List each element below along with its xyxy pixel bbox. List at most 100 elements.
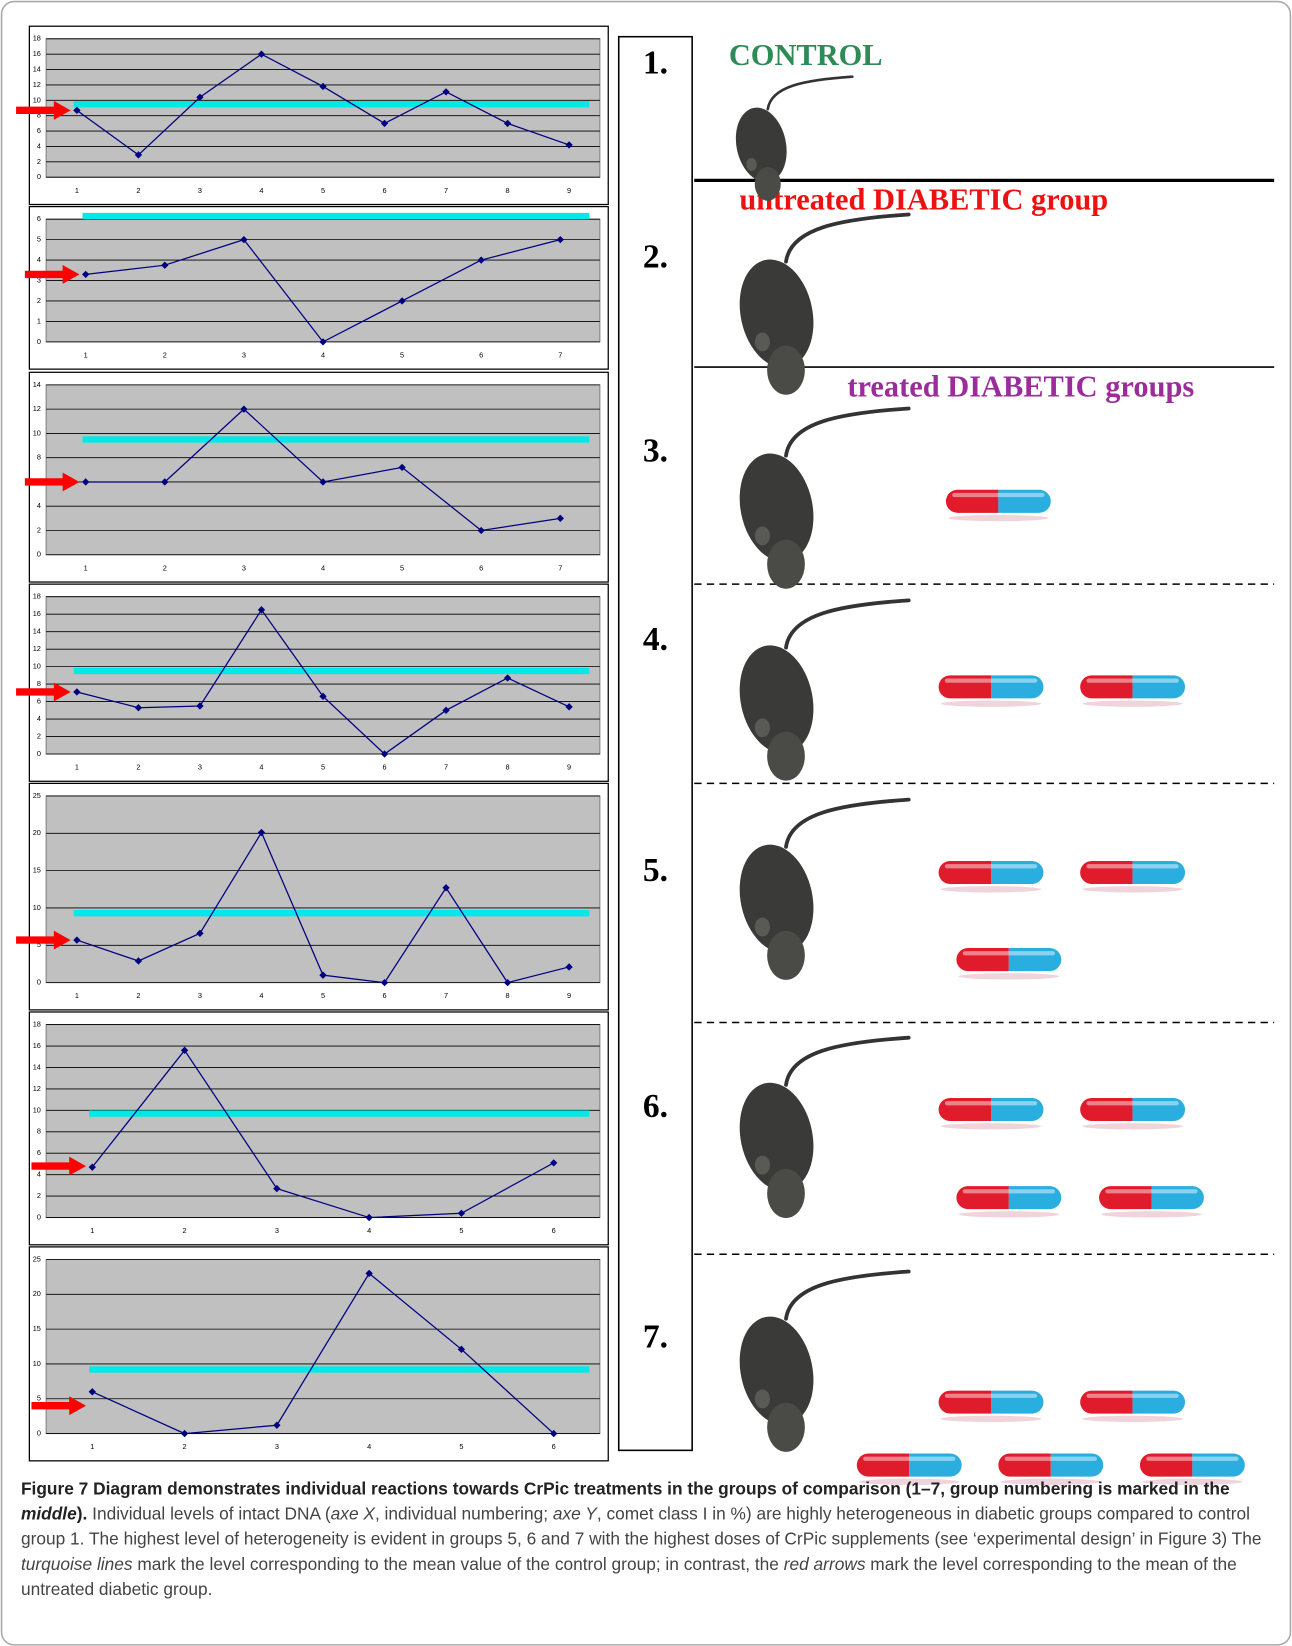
mouse-tail xyxy=(786,600,909,647)
y-tick-label: 0 xyxy=(37,978,41,987)
y-tick-label: 20 xyxy=(33,828,41,837)
y-tick-label: 0 xyxy=(37,1212,41,1221)
y-tick-label: 16 xyxy=(33,1041,41,1050)
pill-icon xyxy=(939,1098,1044,1129)
pill-icon xyxy=(1099,1186,1204,1217)
pill-icon xyxy=(956,948,1061,979)
x-tick-label: 4 xyxy=(367,1226,371,1235)
y-tick-label: 4 xyxy=(37,714,41,723)
pill-shadow xyxy=(948,515,1049,521)
mouse-ear xyxy=(755,1156,770,1175)
x-tick-label: 3 xyxy=(242,350,246,359)
pill-shine xyxy=(863,1457,955,1461)
y-tick-label: 10 xyxy=(33,95,41,104)
x-tick-label: 6 xyxy=(479,350,483,359)
y-tick-label: 12 xyxy=(33,80,41,89)
pill-icon xyxy=(939,1391,1044,1422)
caption-text: , individual numbering; xyxy=(375,1505,553,1524)
pill-shadow xyxy=(1082,701,1183,707)
x-tick-label: 1 xyxy=(75,186,79,195)
pill-shadow xyxy=(959,973,1060,979)
x-tick-label: 4 xyxy=(259,991,263,1000)
group-label: CONTROL xyxy=(729,38,883,72)
pill-shine xyxy=(1086,864,1178,868)
x-tick-label: 3 xyxy=(198,991,202,1000)
x-tick-label: 2 xyxy=(183,1442,187,1451)
mouse-head xyxy=(767,732,805,781)
plot-area xyxy=(46,39,600,177)
pill-shadow xyxy=(1082,1416,1183,1422)
pill-shine xyxy=(945,1101,1037,1105)
chart: 024681012141234567 xyxy=(25,372,608,582)
y-tick-label: 6 xyxy=(37,214,41,223)
y-tick-label: 14 xyxy=(33,380,41,389)
mouse-ear xyxy=(755,718,770,737)
y-tick-label: 2 xyxy=(37,525,41,534)
mouse-head xyxy=(767,931,805,980)
y-tick-label: 12 xyxy=(33,1084,41,1093)
group-label: untreated DIABETIC group xyxy=(739,183,1108,217)
y-tick-label: 12 xyxy=(33,404,41,413)
x-tick-label: 3 xyxy=(198,763,202,772)
mouse-ear xyxy=(755,332,770,351)
caption-text: red arrows xyxy=(784,1555,866,1574)
mouse-icon xyxy=(730,800,909,980)
mouse-ear xyxy=(755,1390,770,1409)
chart: 024681012141618123456 xyxy=(29,1012,608,1245)
y-tick-label: 14 xyxy=(33,65,41,74)
y-tick-label: 4 xyxy=(37,255,41,264)
pill-shine xyxy=(1105,1189,1197,1193)
y-tick-label: 20 xyxy=(33,1289,41,1298)
y-tick-label: 25 xyxy=(33,791,41,800)
x-tick-label: 7 xyxy=(444,186,448,195)
group-label: treated DIABETIC groups xyxy=(847,369,1194,403)
mouse-head xyxy=(767,1169,805,1218)
x-tick-label: 3 xyxy=(275,1226,279,1235)
x-tick-label: 3 xyxy=(198,186,202,195)
caption-text: axe Y xyxy=(553,1505,597,1524)
chart: 01234561234567 xyxy=(25,207,608,370)
y-tick-label: 8 xyxy=(37,453,41,462)
y-tick-label: 0 xyxy=(37,172,41,181)
y-tick-label: 6 xyxy=(37,697,41,706)
plot-area xyxy=(46,385,600,555)
x-tick-label: 5 xyxy=(321,186,325,195)
y-tick-label: 2 xyxy=(37,731,41,740)
y-tick-label: 18 xyxy=(33,34,41,43)
mouse-tail xyxy=(786,1038,909,1085)
x-tick-label: 2 xyxy=(163,350,167,359)
x-tick-label: 5 xyxy=(321,991,325,1000)
pill-shine xyxy=(945,864,1037,868)
plot-area xyxy=(46,796,600,983)
x-tick-label: 7 xyxy=(444,763,448,772)
y-tick-label: 6 xyxy=(37,126,41,135)
x-tick-label: 4 xyxy=(321,350,325,359)
mouse-ear xyxy=(746,158,756,171)
group-number: 5. xyxy=(643,852,668,889)
caption: Figure 7 Diagram demonstrates individual… xyxy=(21,1477,1275,1603)
y-tick-label: 10 xyxy=(33,903,41,912)
mouse-head xyxy=(755,167,781,201)
x-tick-label: 6 xyxy=(382,763,386,772)
pill-shine xyxy=(1146,1457,1238,1461)
y-tick-label: 18 xyxy=(33,592,41,601)
figure: CONTROL untreated DIABETIC group treated… xyxy=(0,0,1292,1646)
x-tick-label: 1 xyxy=(75,763,79,772)
y-tick-label: 18 xyxy=(33,1020,41,1029)
caption-text: turquoise lines xyxy=(21,1555,133,1574)
pill-icon xyxy=(939,861,1044,892)
y-tick-label: 4 xyxy=(37,141,41,150)
caption-text: mark the level corresponding to the mean… xyxy=(133,1555,784,1574)
mouse-icon xyxy=(730,1272,909,1452)
y-tick-label: 10 xyxy=(33,1105,41,1114)
x-tick-label: 7 xyxy=(444,991,448,1000)
pill-shine xyxy=(1086,1394,1178,1398)
pill-shine xyxy=(1086,679,1178,683)
x-tick-label: 7 xyxy=(558,563,562,572)
pill-icon xyxy=(939,675,1044,706)
x-tick-label: 6 xyxy=(382,991,386,1000)
y-tick-label: 12 xyxy=(33,644,41,653)
plot-area xyxy=(46,1259,600,1433)
x-tick-label: 2 xyxy=(136,991,140,1000)
